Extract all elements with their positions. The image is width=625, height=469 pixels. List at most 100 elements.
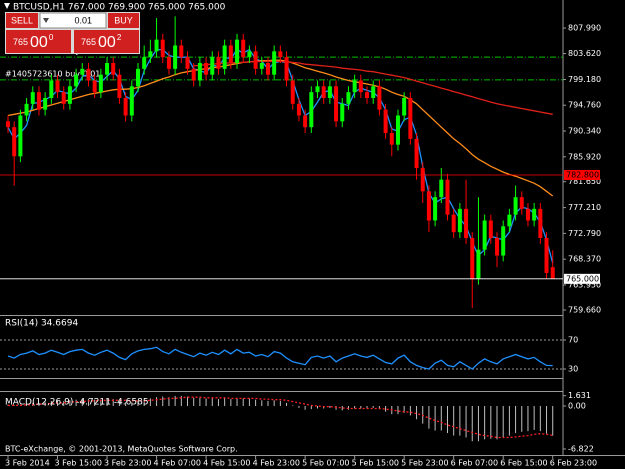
candle-body	[105, 63, 110, 75]
candle-body	[148, 51, 153, 58]
candle-body	[352, 80, 357, 93]
candle-body	[309, 92, 314, 128]
sell-button[interactable]	[6, 13, 38, 28]
candle-body	[142, 57, 147, 69]
y-tick-label: 790.340	[568, 127, 601, 136]
buy-price-box[interactable]	[74, 30, 139, 53]
candle-body	[67, 86, 72, 104]
x-tick-label: 6 Feb 23:00	[550, 459, 597, 468]
candle-body	[482, 220, 487, 250]
candle-body	[43, 98, 48, 110]
candle-body	[377, 86, 382, 110]
candle-body	[278, 51, 283, 58]
candle-body	[74, 74, 79, 87]
x-tick-label: 3 Feb 2014	[5, 459, 50, 468]
y-tick-label: 799.180	[568, 75, 601, 84]
candle-body	[414, 138, 419, 168]
candle-body	[383, 109, 388, 133]
lot-arrow[interactable]	[43, 18, 49, 23]
price-small: 765	[81, 37, 96, 47]
candle-body	[439, 179, 444, 198]
price-big: 00	[30, 34, 48, 51]
candle-body	[265, 63, 270, 75]
candle-body	[470, 238, 475, 279]
candle-body	[129, 86, 134, 116]
y-tick-label: 70	[568, 336, 578, 345]
candle-body	[433, 197, 438, 221]
x-tick-label: 5 Feb 15:00	[352, 459, 399, 468]
candle-body	[135, 68, 140, 87]
y-tick-label: 763.950	[568, 280, 601, 289]
axes: 807.990 803.620 799.180 794.760 790.340 785.9…	[5, 24, 601, 468]
candle-body	[210, 57, 215, 75]
signal-line	[8, 396, 553, 439]
y-tick-label: 0.00	[568, 401, 586, 410]
y-tick-label: 777.210	[568, 203, 601, 212]
candle-body	[395, 115, 400, 145]
candle-body	[408, 98, 413, 139]
rsi-line	[7, 346, 553, 370]
candle-body	[296, 103, 301, 116]
candle-body	[488, 220, 493, 238]
x-tick-label: 5 Feb 23:00	[401, 459, 448, 468]
candle-body	[216, 57, 221, 69]
candle-body	[98, 74, 103, 93]
candle-body	[445, 179, 450, 215]
y-tick-label: 1.631	[568, 391, 591, 400]
candle-body	[80, 68, 85, 75]
macd-title: MACD(12,26,9) -4.7211 -4.6585	[5, 398, 149, 408]
buy-button[interactable]	[108, 13, 139, 28]
candle-body	[371, 86, 376, 98]
candle-body	[327, 86, 332, 98]
candle-body	[426, 191, 431, 221]
candle-body	[464, 208, 469, 238]
candle-body	[241, 39, 246, 58]
candle-body	[495, 238, 500, 256]
candle-body	[358, 80, 363, 93]
copyright: BTC-eXchange, © 2001-2013, MetaQuotes So…	[5, 445, 238, 454]
x-tick-label: 4 Feb 15:00	[203, 459, 250, 468]
candle-body	[179, 45, 184, 58]
candle-body	[191, 68, 196, 81]
candle-body	[197, 63, 202, 81]
candle-body	[290, 80, 295, 104]
x-tick-label: 4 Feb 23:00	[253, 459, 300, 468]
sell-price: 765 000	[13, 33, 54, 51]
candle-body	[476, 249, 481, 279]
sell-price-box[interactable]	[6, 30, 71, 53]
candle-body	[346, 92, 351, 104]
main-plot: #1405720722 buy 0.01#1405723610 buy 0.01	[0, 16, 563, 308]
candle-body	[525, 208, 530, 221]
candle-body	[204, 63, 209, 75]
y-tick-label: 807.990	[568, 24, 601, 33]
y-tick-label: 785.920	[568, 152, 601, 161]
candle-body	[451, 214, 456, 233]
candle-body	[247, 51, 252, 58]
candle-body	[166, 57, 171, 69]
candle-body	[284, 57, 289, 81]
x-tick-label: 3 Feb 15:00	[55, 459, 102, 468]
symbol-icon	[4, 3, 10, 9]
candle-body	[253, 51, 258, 69]
candle-body	[228, 45, 233, 63]
x-tick-label: 4 Feb 07:00	[154, 459, 201, 468]
candle-body	[92, 80, 97, 93]
price-label: 782.800	[566, 171, 599, 180]
order-label: #1405723610 buy 0.01	[5, 69, 100, 78]
candle-body	[185, 57, 190, 69]
candle-body	[173, 45, 178, 69]
x-tick-label: 5 Feb 07:00	[302, 459, 349, 468]
price-small: 765	[13, 37, 28, 47]
x-tick-label: 3 Feb 23:00	[104, 459, 151, 468]
price-label: 765.000	[566, 274, 599, 283]
candle-body	[117, 74, 122, 98]
candle-body	[519, 197, 524, 209]
price-big: 00	[98, 34, 116, 51]
rsi-title: RSI(14) 34.6694	[5, 319, 78, 329]
lot-input[interactable]	[39, 12, 107, 29]
candle-body	[340, 103, 345, 122]
candle-body	[24, 103, 29, 116]
candle-body	[507, 214, 512, 227]
y-tick-label: 772.790	[568, 229, 601, 238]
candle-body	[61, 92, 66, 104]
